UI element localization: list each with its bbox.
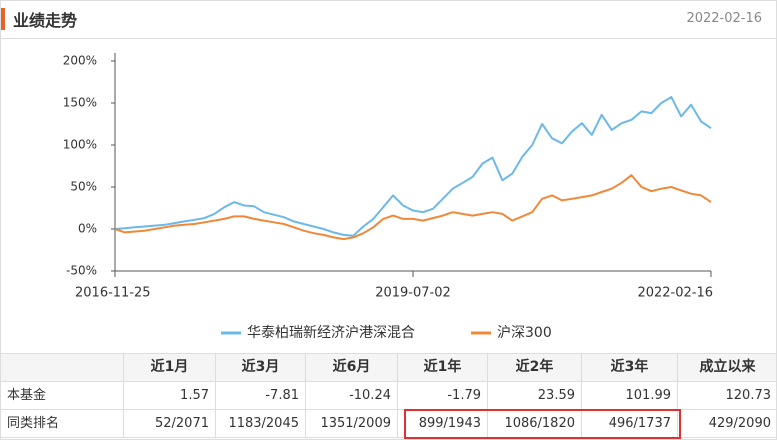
table-cell: 429/2090 xyxy=(678,410,776,438)
table-cell: 同类排名 xyxy=(1,410,124,438)
table-cell: -1.79 xyxy=(398,382,488,410)
table-cell: 近3月 xyxy=(216,354,306,382)
y-tick-label: 50% xyxy=(70,180,97,194)
table-cell: 1.57 xyxy=(124,382,216,410)
y-tick-label: 150% xyxy=(63,96,97,110)
table-cell: 120.73 xyxy=(678,382,776,410)
panel-title: 业绩走势 xyxy=(13,11,78,30)
table-cell: -7.81 xyxy=(216,382,306,410)
table-cell: 52/2071 xyxy=(124,410,216,438)
table-cell: 1351/2009 xyxy=(306,410,398,438)
y-tick-label: 200% xyxy=(63,54,97,68)
title-accent xyxy=(1,8,5,30)
table-cell: 近3年 xyxy=(582,354,678,382)
divider xyxy=(1,38,776,39)
table-cell: 101.99 xyxy=(582,382,678,410)
y-tick-label: 100% xyxy=(63,138,97,152)
chart: -50% 0% 50% 100% 150% 200% 2016-11-25 2019-07-0… xyxy=(63,53,713,341)
table-cell: 近6月 xyxy=(306,354,398,382)
table-cell: 近1月 xyxy=(124,354,216,382)
table-cell: 本基金 xyxy=(1,382,124,410)
table-cell: -10.24 xyxy=(306,382,398,410)
y-tick-label: -50% xyxy=(66,264,97,278)
table-cell: 近2年 xyxy=(488,354,582,382)
series-line xyxy=(114,174,712,241)
x-tick-label: 2016-11-25 xyxy=(75,286,151,301)
x-tick-label: 2019-07-02 xyxy=(375,286,451,301)
legend-label: 沪深300 xyxy=(497,325,552,341)
table-cell xyxy=(1,354,124,382)
y-tick-label: 0% xyxy=(78,222,97,236)
highlight-box xyxy=(404,409,681,439)
table-cell: 1183/2045 xyxy=(216,410,306,438)
performance-table: 近1月 近3月 近6月 近1年 近2年 近3年 成立以来本基金 1.57 -7.81 -10.24… xyxy=(1,353,776,439)
series-line xyxy=(114,96,712,237)
x-tick-label: 2022-02-16 xyxy=(637,286,713,301)
panel-date: 2022-02-16 xyxy=(686,11,762,26)
table-cell: 23.59 xyxy=(488,382,582,410)
table-cell: 成立以来 xyxy=(678,354,776,382)
legend-label: 华泰柏瑞新经济沪港深混合 xyxy=(247,325,415,341)
table-cell: 近1年 xyxy=(398,354,488,382)
